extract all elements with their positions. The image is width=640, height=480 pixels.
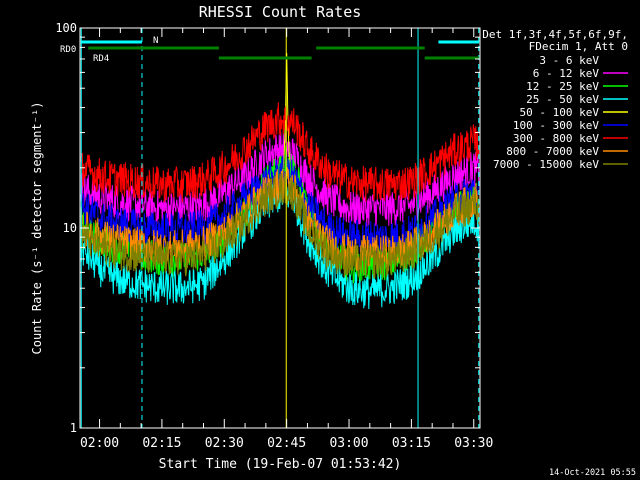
- x-tick-label-1: 02:00: [80, 436, 119, 451]
- legend-label-25-50-kev: 25 - 50 keV: [526, 93, 599, 106]
- legend-label-3-6-kev: 3 - 6 keV: [539, 54, 599, 67]
- x-axis-label: Start Time (19-Feb-07 01:53:42): [159, 457, 402, 472]
- legend-label-800-7000-kev: 800 - 7000 keV: [506, 145, 599, 158]
- flag-label-rd4: RD4: [93, 54, 109, 64]
- legend-header-line-1: Det 1f,3f,4f,5f,6f,9f,: [482, 28, 628, 41]
- y-tick-label-10: 10: [63, 221, 77, 235]
- chart-title: RHESSI Count Rates: [199, 3, 362, 21]
- legend-label-6-12-kev: 6 - 12 keV: [533, 67, 600, 80]
- flag-label-rd0: RD0: [60, 45, 76, 55]
- series-line-7000-15000-kev: [80, 171, 480, 279]
- flag-bar-layer: N RD0 RD4: [60, 36, 480, 64]
- legend-label-12-25-kev: 12 - 25 keV: [526, 80, 599, 93]
- legend-label-300-800-kev: 300 - 800 keV: [513, 132, 599, 145]
- y-tick-label-100: 100: [55, 21, 77, 35]
- series-line-100-300-kev: [80, 155, 480, 256]
- x-tick-label-3: 02:30: [205, 436, 244, 451]
- x-tick-label-4: 02:45: [267, 436, 306, 451]
- legend-label-50-100-kev: 50 - 100 keV: [520, 106, 600, 119]
- footer-timestamp: 14-Oct-2021 05:55: [549, 468, 636, 478]
- series-line-25-50-kev: [80, 177, 480, 310]
- series-layer: [80, 52, 480, 364]
- x-tick-label-5: 03:00: [329, 436, 368, 451]
- legend-header-line-2: FDecim 1, Att 0: [529, 40, 628, 53]
- tick-layer: 1 10 100 02:00 02:15 02:30 02:45 03:00 03:15 03:3…: [55, 21, 493, 451]
- x-tick-label-7: 03:30: [454, 436, 493, 451]
- y-axis-label: Count Rate (s⁻¹ detector segment⁻¹): [30, 102, 44, 355]
- x-tick-label-6: 03:15: [392, 436, 431, 451]
- legend: Det 1f,3f,4f,5f,6f,9f,FDecim 1, Att 03 -…: [482, 28, 628, 171]
- y-tick-label-1: 1: [70, 421, 77, 435]
- legend-label-7000-15000-kev: 7000 - 15000 keV: [493, 158, 599, 171]
- flag-label-n: N: [153, 36, 158, 46]
- x-tick-label-2: 02:15: [142, 436, 181, 451]
- series-line-300-800-kev: [80, 102, 480, 203]
- legend-label-100-300-kev: 100 - 300 keV: [513, 119, 599, 132]
